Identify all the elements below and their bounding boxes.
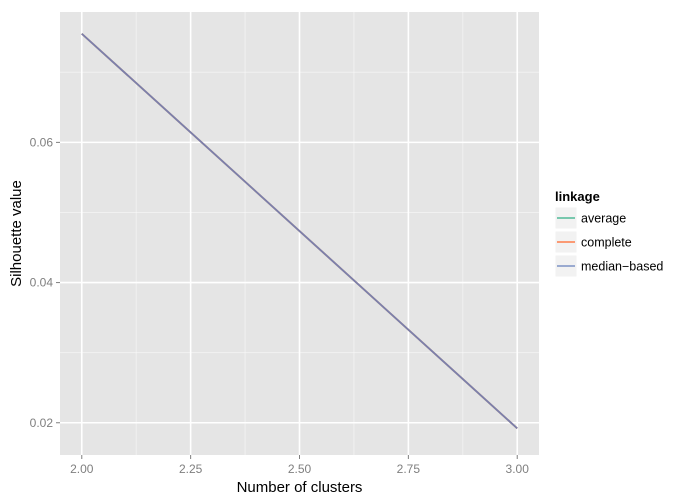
legend-item: median−based <box>554 254 663 278</box>
series-line-median-based <box>81 33 518 430</box>
legend-item: average <box>554 206 626 230</box>
y-axis-title: Silhouette value <box>8 180 25 287</box>
legend-label: complete <box>581 236 632 250</box>
legend: linkage average complete median−based <box>554 189 663 278</box>
y-tick-label: 0.04 <box>30 276 54 290</box>
x-axis-title: Number of clusters <box>237 479 363 496</box>
legend-label: median−based <box>581 260 663 274</box>
grid-major <box>60 12 539 455</box>
x-tick-label: 2.25 <box>179 462 203 476</box>
x-tick-label: 2.50 <box>288 462 312 476</box>
y-axis-ticks: 0.02 0.04 0.06 <box>30 135 60 430</box>
legend-label: average <box>581 212 626 226</box>
x-tick-label: 2.75 <box>397 462 421 476</box>
x-tick-label: 3.00 <box>506 462 530 476</box>
x-tick-label: 2.00 <box>70 462 94 476</box>
y-tick-label: 0.02 <box>30 416 54 430</box>
y-tick-label: 0.06 <box>30 135 54 149</box>
legend-item: complete <box>554 230 632 254</box>
series-lines <box>81 33 518 430</box>
x-axis-ticks: 2.00 2.25 2.50 2.75 3.00 <box>70 455 529 476</box>
legend-title: linkage <box>555 189 600 204</box>
